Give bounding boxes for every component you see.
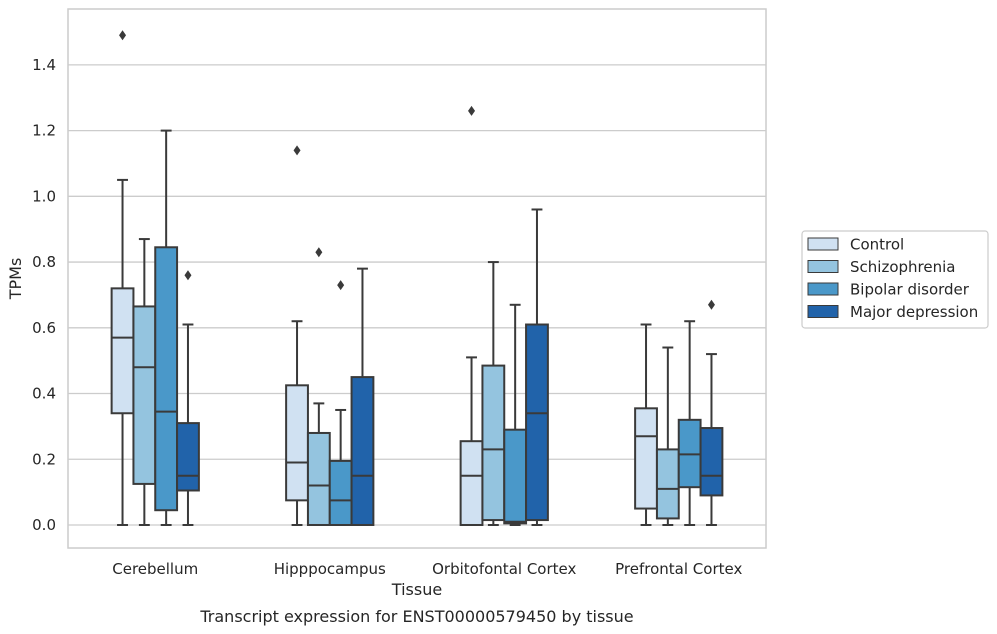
chart-caption: Transcript expression for ENST0000057945… xyxy=(199,607,633,626)
box-3-2 xyxy=(481,261,506,526)
box-body xyxy=(154,246,179,512)
box-2-3 xyxy=(328,280,353,526)
legend-label: Schizophrenia xyxy=(850,258,955,276)
outlier-point xyxy=(468,105,476,116)
box-2-4 xyxy=(350,267,375,526)
y-tick-label: 0.6 xyxy=(32,319,56,337)
legend-swatch xyxy=(807,305,839,318)
box-body xyxy=(655,448,680,520)
box-4-1 xyxy=(634,323,658,526)
outlier-point xyxy=(119,30,127,41)
legend-swatch xyxy=(807,282,839,296)
box-body xyxy=(481,364,506,522)
box-4-2 xyxy=(655,346,680,526)
box-body xyxy=(285,384,309,502)
outlier-point xyxy=(337,280,345,291)
y-tick-label: 1.0 xyxy=(32,187,56,205)
outlier-point xyxy=(707,299,715,310)
box-body xyxy=(503,428,528,525)
y-tick-label: 0.2 xyxy=(32,450,56,468)
y-tick-label: 0.4 xyxy=(32,385,56,403)
x-tick-label: Orbitofontal Cortex xyxy=(432,560,576,578)
box-2-2 xyxy=(306,247,331,526)
x-tick-label: Hipppocampus xyxy=(274,560,386,578)
x-tick-labels: Cerebellum Hipppocampus Orbitofontal Corte… xyxy=(112,560,742,578)
box-body xyxy=(350,376,375,526)
box-body xyxy=(328,459,353,526)
box-3-3 xyxy=(503,303,528,526)
legend-swatch xyxy=(807,260,839,273)
legend-label: Control xyxy=(850,236,904,254)
box-1-1 xyxy=(110,30,135,526)
box-layer xyxy=(110,30,724,526)
outlier-point xyxy=(293,145,301,156)
box-body xyxy=(699,427,724,497)
x-tick-label: Cerebellum xyxy=(112,560,198,578)
y-tick-label: 1.2 xyxy=(32,122,56,140)
y-axis-label: TPMs xyxy=(6,258,25,301)
box-1-3 xyxy=(154,129,179,526)
legend-label: Bipolar disorder xyxy=(850,281,970,299)
x-axis-label: Tissue xyxy=(391,580,442,599)
legend-label: Major depression xyxy=(850,303,978,321)
box-body xyxy=(525,323,549,522)
y-tick-label: 0.8 xyxy=(32,253,56,271)
plot-frame xyxy=(67,8,767,549)
box-body xyxy=(110,287,135,415)
box-1-2 xyxy=(132,238,157,526)
legend-swatch xyxy=(807,237,839,251)
legend: Control Schizophrenia Bipolar disorder Majo… xyxy=(801,230,989,329)
legend-frame xyxy=(801,230,989,329)
box-1-4 xyxy=(176,270,200,526)
x-tick-label: Prefrontal Cortex xyxy=(615,560,742,578)
y-tick-labels: 0.0 0.2 0.4 0.6 0.8 1.0 1.2 1.4 xyxy=(32,56,56,534)
outlier-point xyxy=(315,247,323,258)
y-tick-label: 1.4 xyxy=(32,56,56,74)
box-3-4 xyxy=(525,208,549,526)
box-4-3 xyxy=(677,320,702,526)
box-3-1 xyxy=(459,105,484,526)
box-2-1 xyxy=(285,145,309,526)
box-body xyxy=(634,407,658,510)
y-tick-label: 0.0 xyxy=(32,516,56,534)
box-body xyxy=(176,422,200,492)
box-body xyxy=(459,440,484,526)
box-body xyxy=(132,305,157,485)
outlier-point xyxy=(184,270,192,281)
box-4-4 xyxy=(699,299,724,526)
box-body xyxy=(306,431,331,526)
